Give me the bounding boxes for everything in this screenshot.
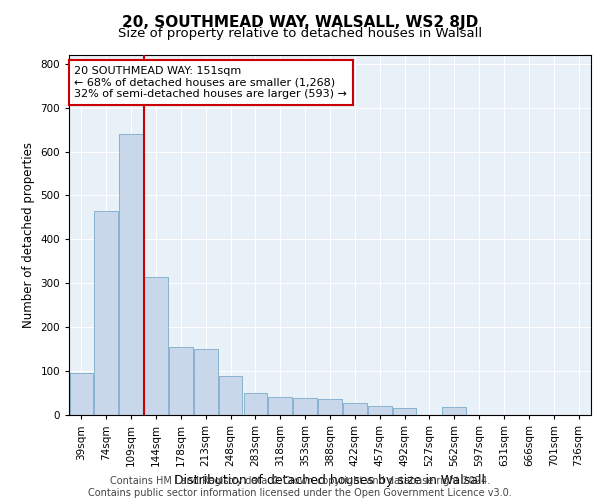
Bar — [293, 398, 317, 415]
Text: Contains HM Land Registry data © Crown copyright and database right 2024.
Contai: Contains HM Land Registry data © Crown c… — [88, 476, 512, 498]
Bar — [343, 402, 367, 415]
Text: 20, SOUTHMEAD WAY, WALSALL, WS2 8JD: 20, SOUTHMEAD WAY, WALSALL, WS2 8JD — [122, 15, 478, 30]
Bar — [219, 376, 242, 415]
Y-axis label: Number of detached properties: Number of detached properties — [22, 142, 35, 328]
Text: 20 SOUTHMEAD WAY: 151sqm
← 68% of detached houses are smaller (1,268)
32% of sem: 20 SOUTHMEAD WAY: 151sqm ← 68% of detach… — [74, 66, 347, 99]
Bar — [119, 134, 143, 415]
Bar — [393, 408, 416, 415]
Bar — [318, 399, 342, 415]
Bar — [70, 374, 93, 415]
Text: Size of property relative to detached houses in Walsall: Size of property relative to detached ho… — [118, 28, 482, 40]
Bar — [244, 393, 267, 415]
Bar — [194, 349, 218, 415]
Bar — [268, 398, 292, 415]
Bar — [442, 407, 466, 415]
Bar — [144, 276, 168, 415]
Bar — [368, 406, 392, 415]
Bar — [94, 211, 118, 415]
X-axis label: Distribution of detached houses by size in Walsall: Distribution of detached houses by size … — [175, 474, 485, 488]
Bar — [169, 347, 193, 415]
